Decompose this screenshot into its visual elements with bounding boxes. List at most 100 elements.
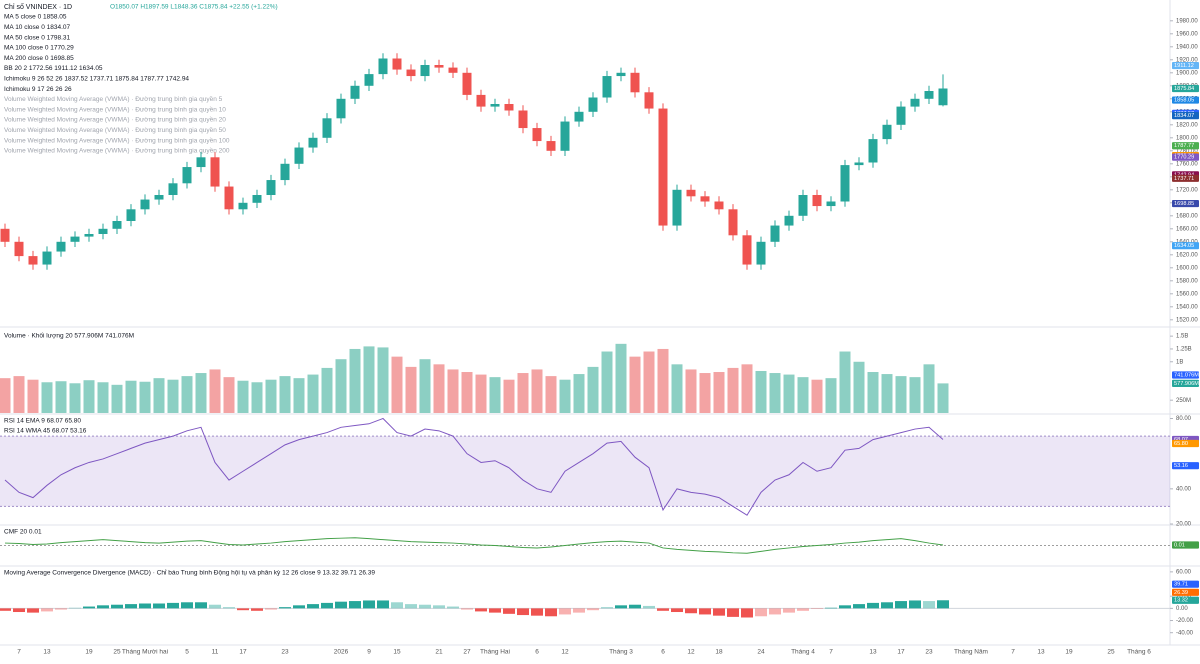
x-tick-label: 2026: [334, 649, 349, 656]
x-tick-label: 5: [185, 649, 189, 656]
candle-body: [196, 157, 206, 168]
macd-histogram-bar: [699, 608, 711, 615]
x-tick-label: 25: [1107, 649, 1115, 656]
price-badge: [1172, 588, 1199, 596]
macd-histogram-bar: [489, 608, 501, 613]
volume-bar: [895, 376, 907, 413]
x-tick-label: 13: [1037, 649, 1045, 656]
macd-histogram-bar: [839, 605, 851, 609]
pane-title: CMF 20 0.01: [4, 529, 42, 536]
candle-body: [686, 189, 696, 197]
volume-bar: [727, 367, 739, 413]
macd-histogram-bar: [97, 605, 109, 609]
macd-histogram-bar: [405, 604, 417, 609]
indicator-legend: MA 50 close 0 1798.31: [4, 34, 71, 41]
macd-histogram-bar: [13, 608, 25, 613]
candle-body: [938, 88, 948, 106]
macd-histogram-bar: [825, 607, 837, 609]
pane-title: Volume · Khối lượng 20 577.906M 741.076M: [4, 331, 134, 340]
x-tick-label: 23: [281, 649, 289, 656]
y-tick-label: 1820.00: [1176, 122, 1198, 128]
y-tick-label: 1900.00: [1176, 70, 1198, 76]
y-tick-label: 1780.00: [1176, 148, 1198, 154]
macd-histogram-bar: [321, 602, 333, 609]
x-tick-label: Tháng Hai: [480, 649, 510, 656]
macd-histogram-bar: [209, 604, 221, 609]
y-tick-label: 1560.00: [1176, 291, 1198, 297]
x-tick-label: 11: [212, 649, 219, 656]
volume-bar: [209, 369, 221, 413]
price-badge: [1172, 379, 1199, 387]
y-tick-label: 0.00: [1176, 606, 1188, 612]
y-tick-label: 1600.00: [1176, 265, 1198, 271]
candle-body: [252, 195, 262, 203]
macd-histogram-bar: [797, 608, 809, 611]
candle-body: [784, 215, 794, 226]
candle-body: [280, 163, 290, 181]
candle-body: [392, 58, 402, 70]
macd-histogram-bar: [601, 607, 613, 609]
macd-histogram-bar: [349, 601, 361, 609]
x-tick-label: 6: [535, 649, 539, 656]
candle-body: [420, 65, 430, 77]
macd-histogram-bar: [573, 608, 585, 613]
x-tick-label: Tháng Năm: [954, 649, 988, 656]
indicator-legend: Ichimoku 9 26 52 26 1837.52 1737.71 1875…: [4, 76, 189, 83]
macd-histogram-bar: [279, 607, 291, 609]
volume-bar: [461, 372, 473, 413]
macd-histogram-bar: [615, 605, 627, 609]
volume-bar: [265, 379, 277, 413]
macd-histogram-bar: [727, 608, 739, 617]
volume-bar: [321, 367, 333, 413]
candle-body: [588, 97, 598, 112]
price-badge: [1172, 61, 1199, 70]
volume-bar: [125, 380, 137, 413]
price-badge-label: 53.16: [1174, 463, 1188, 469]
volume-bar: [531, 369, 543, 413]
macd-histogram-bar: [181, 602, 193, 609]
price-badge-label: 1737.71: [1174, 176, 1194, 182]
volume-bar: [671, 364, 683, 413]
candle-body: [504, 104, 514, 111]
candle-body: [84, 234, 94, 237]
y-tick-label: 1520.00: [1176, 317, 1198, 323]
price-badge-label: 1911.12: [1174, 63, 1194, 69]
indicator-legend: Volume Weighted Moving Average (VWMA) · …: [4, 104, 226, 113]
indicator-line: [4, 417, 944, 516]
volume-bar: [643, 351, 655, 413]
volume-bar: [279, 376, 291, 413]
indicator-legend: MA 10 close 0 1834.07: [4, 24, 71, 31]
candle-body: [168, 183, 178, 195]
price-badge-label: 1698.85: [1174, 201, 1194, 207]
x-tick-label: 19: [1065, 649, 1073, 656]
volume-bar: [97, 382, 109, 413]
macd-histogram-bar: [685, 608, 697, 614]
macd-histogram-bar: [125, 604, 137, 609]
macd-histogram-bar: [853, 604, 865, 609]
price-badge-label: 1858.05: [1174, 98, 1194, 104]
indicator-legend: Volume Weighted Moving Average (VWMA) · …: [4, 135, 230, 144]
volume-bar: [559, 379, 571, 413]
volume-bar: [391, 356, 403, 413]
candle-body: [182, 167, 192, 184]
volume-bar: [909, 377, 921, 413]
y-tick-label: 1660.00: [1176, 226, 1198, 232]
candle-body: [126, 209, 136, 221]
macd-histogram-bar: [69, 607, 81, 609]
indicator-legend: MA 5 close 0 1858.05: [4, 14, 67, 21]
x-tick-label: 13: [869, 649, 877, 656]
volume-bar: [797, 377, 809, 413]
y-tick-label: 1540.00: [1176, 304, 1198, 310]
volume-bar: [377, 347, 389, 413]
volume-bar: [825, 378, 837, 413]
price-badge: [1172, 596, 1199, 604]
candle-body: [210, 157, 220, 187]
y-tick-label: 1980.00: [1176, 18, 1198, 24]
candle-body: [798, 195, 808, 216]
candle-body: [560, 121, 570, 151]
volume-bar: [685, 369, 697, 413]
volume-bar: [41, 382, 53, 413]
macd-histogram-bar: [335, 601, 347, 609]
price-badge: [1172, 84, 1199, 93]
candle-body: [112, 221, 122, 229]
